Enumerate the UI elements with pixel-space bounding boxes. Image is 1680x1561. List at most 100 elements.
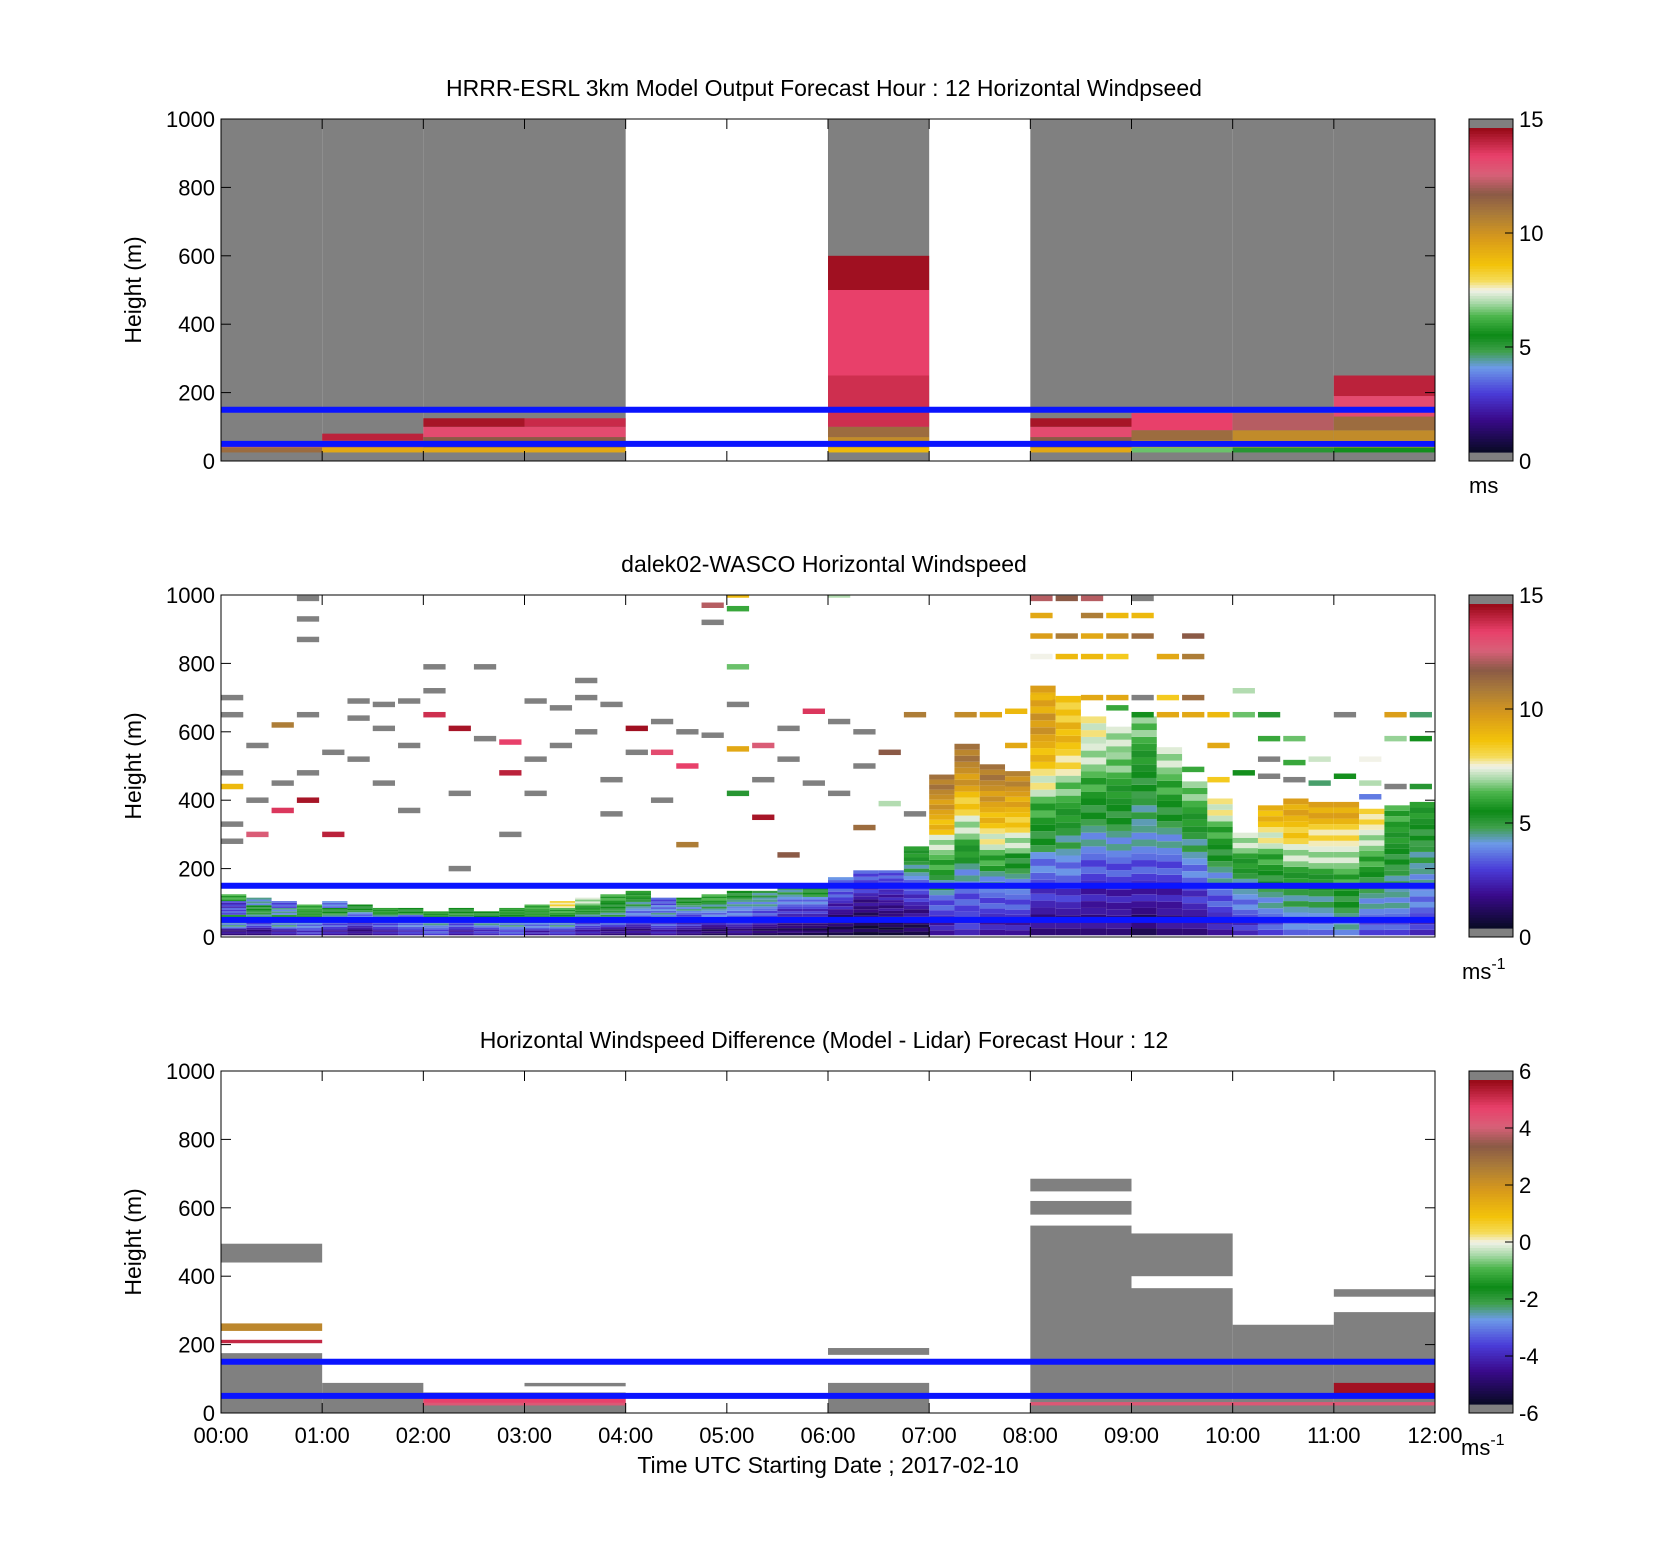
heatmap-cell — [1131, 716, 1157, 724]
heatmap-cell — [600, 898, 626, 901]
heatmap-cell — [499, 909, 525, 912]
colorbar-swatch — [1469, 136, 1513, 140]
colorbar-swatch — [1469, 1158, 1513, 1162]
heatmap-cell — [1333, 396, 1435, 417]
heatmap-cell — [1384, 864, 1410, 871]
heatmap-cell — [1384, 859, 1410, 865]
heatmap-cell — [777, 911, 803, 914]
colorbar-swatch — [1469, 757, 1513, 762]
heatmap-cell — [271, 722, 294, 728]
colorbar-tick-label: 6 — [1519, 1059, 1531, 1084]
heatmap-cell — [979, 774, 1006, 781]
heatmap-cell — [853, 912, 879, 916]
heatmap-cell — [296, 913, 323, 916]
colorbar-swatch — [1469, 890, 1513, 894]
heatmap-cell — [296, 912, 323, 914]
heatmap-cell — [777, 925, 803, 929]
heatmap-cell — [296, 904, 323, 907]
heatmap-cell — [701, 894, 727, 897]
heatmap-cell — [1207, 776, 1230, 783]
heatmap-cell — [448, 911, 474, 914]
colorbar-swatch — [1469, 1190, 1513, 1194]
colorbar-swatch — [1469, 1096, 1513, 1100]
heatmap-cell — [1308, 863, 1334, 869]
heatmap-cell — [954, 899, 980, 906]
heatmap-cell — [1055, 749, 1081, 756]
heatmap-cell — [1156, 800, 1183, 808]
heatmap-cell — [1409, 813, 1435, 819]
heatmap-cell — [853, 893, 879, 897]
heatmap-cell — [1080, 825, 1107, 833]
colorbar-swatch — [1469, 1301, 1513, 1305]
colorbar-unit: ms — [1469, 473, 1498, 498]
heatmap-cell — [1409, 840, 1435, 847]
colorbar-tick-label: 0 — [1519, 1230, 1531, 1255]
heatmap-cell — [1232, 770, 1255, 776]
heatmap-cell — [1257, 870, 1284, 876]
heatmap-cell — [347, 927, 373, 930]
colorbar-swatch — [1469, 714, 1513, 718]
colorbar-tick-label: 5 — [1519, 335, 1531, 360]
heatmap-cell — [600, 906, 626, 909]
colorbar-swatch — [1469, 1093, 1513, 1097]
heatmap-cell — [1308, 846, 1334, 852]
heatmap-cell — [1106, 811, 1132, 818]
x-tick-label: 08:00 — [1003, 1423, 1058, 1448]
heatmap-cell — [398, 909, 424, 912]
difference-panel: Horizontal Windspeed Difference (Model -… — [120, 1027, 1539, 1478]
heatmap-cell — [1055, 868, 1081, 876]
heatmap-cell — [1131, 1288, 1233, 1413]
heatmap-cell — [1409, 907, 1435, 914]
heatmap-cell — [448, 909, 474, 912]
heatmap-cell — [1030, 824, 1056, 832]
heatmap-cell — [1131, 750, 1157, 758]
heatmap-cell — [1359, 872, 1385, 878]
x-axis-label: Time UTC Starting Date ; 2017-02-10 — [637, 1452, 1018, 1478]
heatmap-cell — [448, 926, 474, 929]
heatmap-cell — [1131, 730, 1157, 737]
colorbar-swatch — [1469, 1233, 1513, 1238]
heatmap-cell — [1030, 838, 1056, 846]
heatmap-cell — [575, 694, 598, 701]
colorbar-swatch — [1469, 712, 1513, 716]
heatmap-cell — [1030, 694, 1053, 701]
heatmap-cell — [347, 925, 373, 928]
heatmap-cell — [1131, 819, 1157, 826]
heatmap-cell — [1257, 908, 1284, 914]
heatmap-cell — [828, 447, 930, 453]
heatmap-cell — [296, 907, 323, 910]
colorbar-swatch — [1469, 771, 1513, 775]
heatmap-cell — [954, 803, 980, 810]
x-tick-label: 06:00 — [800, 1423, 855, 1448]
y-tick-label: 400 — [178, 1264, 215, 1289]
colorbar-swatch — [1469, 1088, 1513, 1092]
heatmap-cell — [221, 897, 247, 900]
colorbar-swatch — [1469, 1196, 1513, 1200]
heatmap-cell — [1156, 814, 1183, 822]
heatmap-cell — [676, 763, 699, 769]
colorbar-swatch — [1469, 1220, 1513, 1224]
colorbar-swatch — [1469, 631, 1513, 635]
heatmap-cell — [221, 895, 247, 898]
heatmap-cell — [1030, 119, 1132, 461]
lidar-panel: dalek02-WASCO Horizontal Windspeed 02004… — [120, 551, 1543, 984]
colorbar-swatch — [1469, 1360, 1513, 1365]
heatmap-cell — [1156, 901, 1183, 909]
heatmap-cell — [979, 839, 1006, 845]
colorbar-swatch — [1469, 252, 1513, 256]
heatmap-cell — [1359, 835, 1385, 841]
heatmap-cell — [1207, 821, 1233, 827]
heatmap-cell — [322, 930, 348, 932]
heatmap-cell — [322, 928, 348, 931]
heatmap-cell — [1283, 798, 1309, 805]
heatmap-cell — [777, 899, 803, 902]
heatmap-cell — [726, 906, 753, 909]
heatmap-cell — [1359, 887, 1385, 894]
heatmap-cell — [1207, 878, 1233, 884]
reference-lines — [221, 1358, 1435, 1399]
heatmap-cell — [499, 907, 525, 910]
heatmap-cell — [1055, 875, 1081, 883]
colorbar-swatch — [1469, 682, 1513, 686]
heatmap-cell — [1257, 735, 1281, 742]
